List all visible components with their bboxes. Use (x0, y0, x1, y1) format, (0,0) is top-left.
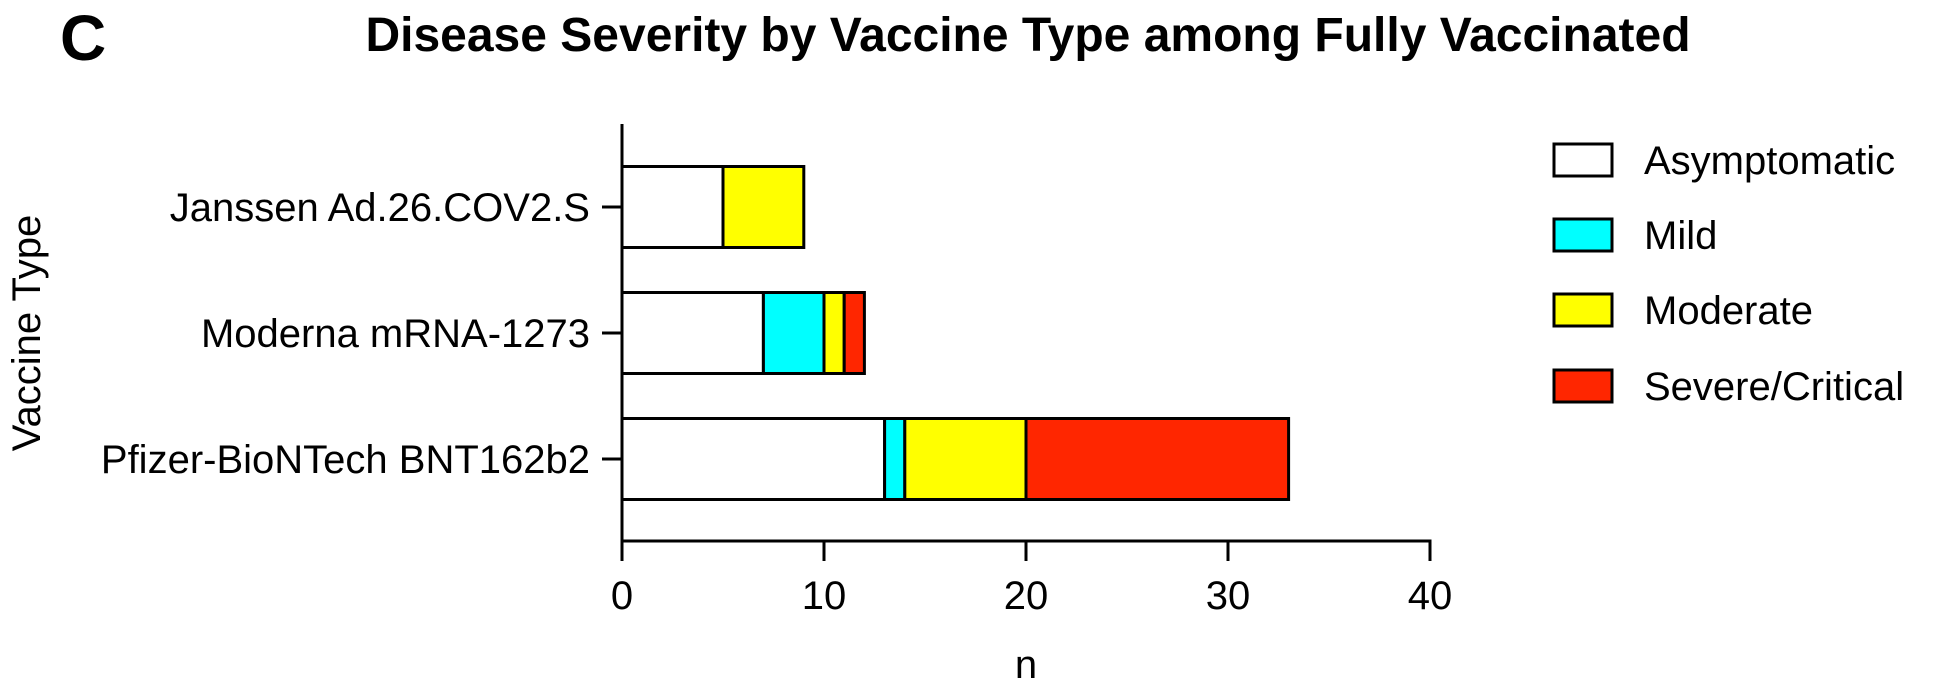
x-tick-label-40: 40 (1408, 574, 1453, 618)
x-tick-label-10: 10 (802, 574, 847, 618)
x-tick-label-30: 30 (1206, 574, 1251, 618)
legend-swatch-severe-critical (1552, 368, 1614, 404)
legend-swatch-mild (1552, 217, 1614, 253)
y-tick-label-moderna-mrna-1273: Moderna mRNA-1273 (201, 312, 590, 356)
legend-label-mild: Mild (1644, 214, 1717, 258)
bar-segment-asymptomatic-janssen-ad-26-cov2-s (620, 165, 725, 249)
bar-segment-asymptomatic-moderna-mrna-1273 (620, 291, 765, 375)
legend-swatch-asymptomatic (1552, 142, 1614, 178)
legend-label-severe-critical: Severe/Critical (1644, 365, 1904, 409)
y-axis-title: Vaccine Type (5, 215, 49, 451)
bar-segment-mild-pfizer-biontech-bnt162b2 (883, 417, 907, 501)
panel-label: C (60, 2, 106, 74)
bars-layer (620, 165, 1291, 501)
bar-segment-asymptomatic-pfizer-biontech-bnt162b2 (620, 417, 887, 501)
bar-segment-moderate-moderna-mrna-1273 (822, 291, 846, 375)
x-tick-label-0: 0 (611, 574, 633, 618)
x-axis-title: n (1015, 643, 1037, 687)
legend-label-asymptomatic: Asymptomatic (1644, 139, 1895, 183)
axes-layer: 0 10 20 30 40 Janssen Ad.26.COV2.S Moderna mRN… (101, 124, 1452, 618)
bar-segment-moderate-pfizer-biontech-bnt162b2 (903, 417, 1028, 501)
bar-segment-moderate-janssen-ad-26-cov2-s (721, 165, 806, 249)
y-tick-label-pfizer-biontech-bnt162b2: Pfizer-BioNTech BNT162b2 (101, 438, 590, 482)
legend-swatch-moderate (1552, 292, 1614, 328)
x-tick-label-20: 20 (1004, 574, 1049, 618)
bar-segment-severe-critical-moderna-mrna-1273 (842, 291, 866, 375)
bar-segment-mild-moderna-mrna-1273 (761, 291, 826, 375)
legend-label-moderate: Moderate (1644, 289, 1813, 333)
legend: Asymptomatic Mild Moderate Severe/Critical (1552, 139, 1904, 409)
chart-title: Disease Severity by Vaccine Type among F… (365, 9, 1690, 62)
bar-segment-severe-critical-pfizer-biontech-bnt162b2 (1024, 417, 1291, 501)
y-tick-label-janssen-ad-26-cov2-s: Janssen Ad.26.COV2.S (170, 186, 590, 230)
